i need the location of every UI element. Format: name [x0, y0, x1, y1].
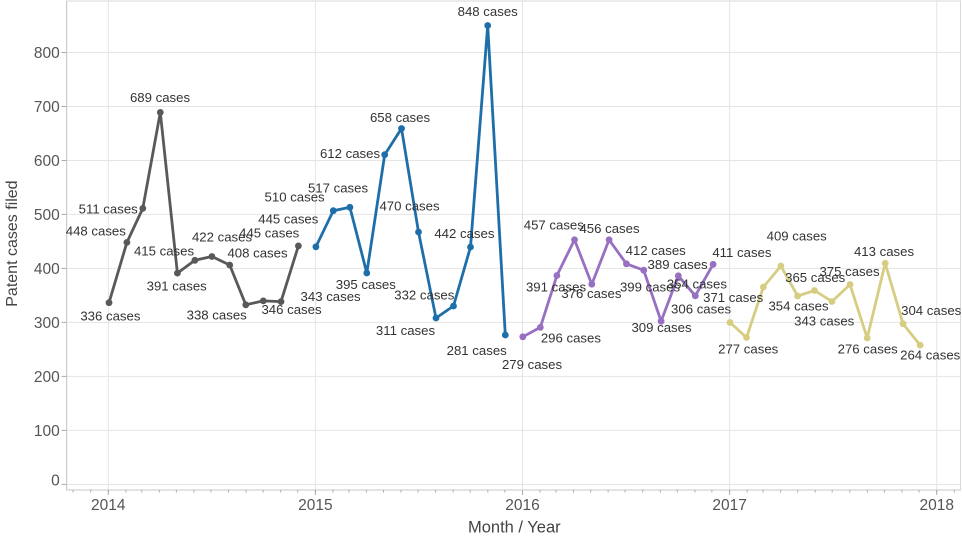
- svg-text:2018: 2018: [919, 497, 953, 514]
- svg-text:408 cases: 408 cases: [227, 246, 288, 261]
- svg-text:409 cases: 409 cases: [767, 228, 828, 243]
- svg-text:411 cases: 411 cases: [712, 245, 772, 260]
- svg-text:445 cases: 445 cases: [258, 211, 319, 226]
- svg-text:277 cases: 277 cases: [718, 342, 779, 357]
- svg-text:700: 700: [34, 99, 60, 116]
- svg-text:300: 300: [34, 315, 60, 332]
- svg-text:422 cases: 422 cases: [192, 230, 253, 245]
- svg-text:470 cases: 470 cases: [379, 199, 440, 214]
- svg-text:376 cases: 376 cases: [561, 286, 622, 301]
- svg-text:395 cases: 395 cases: [336, 277, 397, 292]
- svg-text:336 cases: 336 cases: [80, 309, 141, 324]
- svg-text:200: 200: [34, 369, 60, 386]
- svg-text:689 cases: 689 cases: [130, 90, 191, 105]
- svg-text:389 cases: 389 cases: [648, 257, 709, 272]
- svg-text:391 cases: 391 cases: [526, 280, 587, 295]
- svg-text:281 cases: 281 cases: [447, 343, 508, 358]
- svg-text:264 cases: 264 cases: [900, 348, 961, 363]
- svg-text:457 cases: 457 cases: [524, 217, 585, 232]
- svg-text:2014: 2014: [91, 497, 126, 514]
- svg-text:276 cases: 276 cases: [838, 341, 899, 356]
- svg-text:612 cases: 612 cases: [320, 146, 381, 161]
- svg-text:456 cases: 456 cases: [579, 221, 640, 236]
- svg-text:600: 600: [34, 153, 60, 170]
- svg-text:413 cases: 413 cases: [854, 244, 915, 259]
- svg-text:658 cases: 658 cases: [370, 110, 431, 125]
- svg-text:309 cases: 309 cases: [631, 320, 692, 335]
- svg-text:2017: 2017: [712, 497, 746, 514]
- svg-text:415 cases: 415 cases: [134, 243, 195, 258]
- svg-text:848 cases: 848 cases: [458, 4, 519, 19]
- svg-text:375 cases: 375 cases: [819, 264, 880, 279]
- svg-text:400: 400: [34, 261, 60, 278]
- svg-text:343 cases: 343 cases: [301, 289, 362, 304]
- svg-text:Month / Year: Month / Year: [468, 518, 561, 536]
- svg-text:311 cases: 311 cases: [376, 323, 436, 338]
- svg-text:445 cases: 445 cases: [239, 226, 300, 241]
- svg-text:500: 500: [34, 207, 60, 224]
- svg-text:448 cases: 448 cases: [66, 224, 127, 239]
- svg-text:412 cases: 412 cases: [626, 243, 687, 258]
- svg-text:365 cases: 365 cases: [785, 270, 846, 285]
- svg-text:343 cases: 343 cases: [794, 314, 855, 329]
- svg-text:2016: 2016: [505, 497, 539, 514]
- svg-text:346 cases: 346 cases: [261, 302, 322, 317]
- svg-text:279 cases: 279 cases: [502, 357, 563, 372]
- svg-text:517 cases: 517 cases: [308, 181, 369, 196]
- svg-text:354 cases: 354 cases: [667, 277, 728, 292]
- svg-text:2015: 2015: [298, 497, 332, 514]
- svg-text:332 cases: 332 cases: [394, 288, 455, 303]
- svg-text:511 cases: 511 cases: [79, 202, 139, 217]
- svg-text:399 cases: 399 cases: [620, 280, 681, 295]
- svg-text:391 cases: 391 cases: [147, 278, 208, 293]
- svg-text:0: 0: [51, 472, 60, 489]
- svg-text:510 cases: 510 cases: [265, 189, 326, 204]
- svg-text:442 cases: 442 cases: [434, 226, 495, 241]
- svg-text:800: 800: [34, 45, 60, 62]
- svg-text:Patent cases filed: Patent cases filed: [4, 180, 21, 306]
- svg-text:371 cases: 371 cases: [703, 290, 764, 305]
- svg-text:296 cases: 296 cases: [541, 331, 602, 346]
- svg-text:338 cases: 338 cases: [187, 308, 248, 323]
- svg-text:354 cases: 354 cases: [768, 299, 829, 314]
- svg-text:304 cases: 304 cases: [901, 303, 962, 318]
- svg-text:306 cases: 306 cases: [671, 302, 732, 317]
- svg-text:100: 100: [34, 423, 60, 440]
